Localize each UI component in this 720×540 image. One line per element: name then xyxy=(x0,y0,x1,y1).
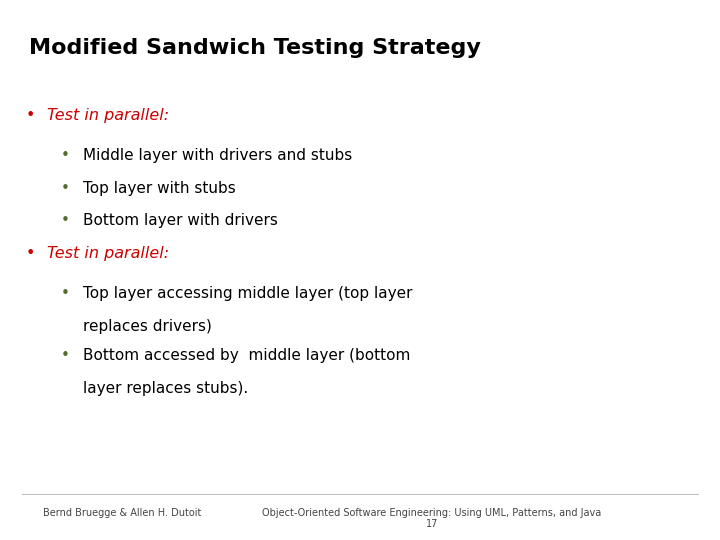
Text: •: • xyxy=(61,181,70,196)
Text: •: • xyxy=(25,246,35,261)
Text: •: • xyxy=(61,213,70,228)
Text: Bottom accessed by  middle layer (bottom: Bottom accessed by middle layer (bottom xyxy=(83,348,410,363)
Text: Top layer accessing middle layer (top layer: Top layer accessing middle layer (top la… xyxy=(83,286,413,301)
Text: Bottom layer with drivers: Bottom layer with drivers xyxy=(83,213,278,228)
Text: Modified Sandwich Testing Strategy: Modified Sandwich Testing Strategy xyxy=(29,38,481,58)
Text: •: • xyxy=(61,286,70,301)
Text: Bernd Bruegge & Allen H. Dutoit: Bernd Bruegge & Allen H. Dutoit xyxy=(43,508,202,518)
Text: •: • xyxy=(61,148,70,164)
Text: Test in parallel:: Test in parallel: xyxy=(47,246,169,261)
Text: replaces drivers): replaces drivers) xyxy=(83,319,212,334)
Text: •: • xyxy=(61,348,70,363)
Text: Top layer with stubs: Top layer with stubs xyxy=(83,181,235,196)
Text: Middle layer with drivers and stubs: Middle layer with drivers and stubs xyxy=(83,148,352,164)
Text: •: • xyxy=(25,108,35,123)
Text: 17: 17 xyxy=(426,519,438,529)
Text: Object-Oriented Software Engineering: Using UML, Patterns, and Java: Object-Oriented Software Engineering: Us… xyxy=(262,508,602,518)
Text: layer replaces stubs).: layer replaces stubs). xyxy=(83,381,248,396)
Text: Test in parallel:: Test in parallel: xyxy=(47,108,169,123)
